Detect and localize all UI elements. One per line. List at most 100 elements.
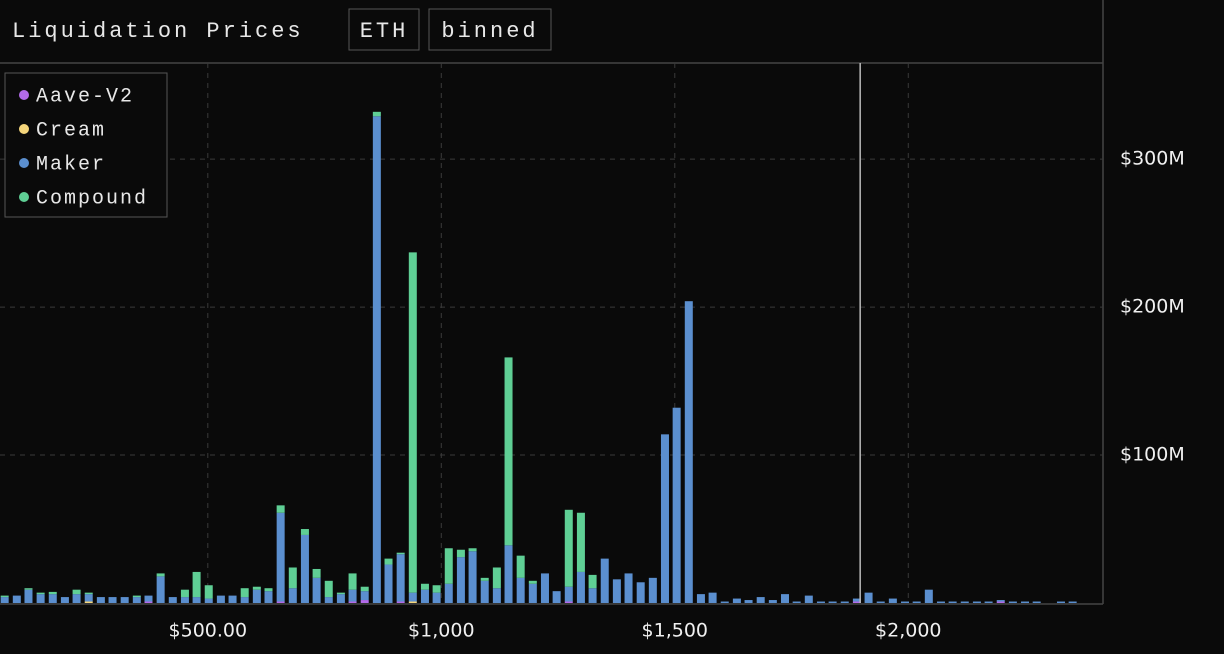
bar-segment bbox=[240, 588, 249, 598]
bar-segment bbox=[456, 557, 465, 603]
bar-segment bbox=[1008, 601, 1017, 603]
bar-segment bbox=[84, 592, 93, 595]
bar-segment bbox=[828, 601, 837, 603]
bar-segment bbox=[612, 579, 621, 603]
bar-segment bbox=[204, 585, 213, 599]
bar-segment bbox=[984, 601, 993, 603]
legend-box bbox=[4, 72, 168, 218]
bar-segment bbox=[540, 573, 549, 603]
bar-segment bbox=[252, 586, 261, 590]
bar-segment bbox=[72, 589, 81, 595]
legend-marker bbox=[19, 158, 29, 168]
bar-segment bbox=[888, 598, 897, 603]
bar-segment bbox=[264, 591, 273, 603]
bar-segment bbox=[192, 571, 201, 598]
bar-segment bbox=[348, 573, 357, 590]
bar-segment bbox=[396, 554, 405, 602]
bar-segment bbox=[312, 568, 321, 578]
bar-segment bbox=[528, 580, 537, 584]
bar-segment bbox=[108, 597, 117, 603]
button-binned[interactable] bbox=[428, 8, 552, 51]
bar-segment bbox=[48, 594, 57, 603]
bar-segment bbox=[480, 577, 489, 581]
bar-segment bbox=[36, 592, 45, 595]
bar-segment bbox=[564, 601, 573, 603]
bar-segment bbox=[396, 552, 405, 555]
bar-segment bbox=[624, 573, 633, 603]
bar-segment bbox=[408, 592, 417, 602]
bar-segment bbox=[360, 600, 369, 603]
bar-segment bbox=[792, 601, 801, 603]
bar-segment bbox=[120, 597, 129, 603]
bar-segment bbox=[132, 597, 141, 603]
legend-marker bbox=[19, 90, 29, 100]
bar-segment bbox=[576, 571, 585, 603]
bar-segment bbox=[552, 591, 561, 603]
bar-segment bbox=[228, 595, 237, 603]
bar-segment bbox=[996, 600, 1005, 602]
bar-segment bbox=[1068, 601, 1077, 603]
x-tick-label: $1,500 bbox=[642, 620, 708, 642]
bar-segment bbox=[972, 601, 981, 603]
bar-segment bbox=[432, 592, 441, 603]
bar-segment bbox=[636, 582, 645, 603]
bar-segment bbox=[84, 601, 93, 603]
bar-segment bbox=[444, 548, 453, 584]
bar-segment bbox=[480, 580, 489, 603]
bar-segment bbox=[648, 577, 657, 603]
bar-segment bbox=[396, 601, 405, 603]
bar-segment bbox=[156, 576, 165, 603]
button-label[interactable]: binned bbox=[441, 19, 538, 44]
bar-segment bbox=[420, 583, 429, 590]
x-tick-label: $2,000 bbox=[875, 620, 941, 642]
title: Liquidation Prices bbox=[12, 19, 304, 44]
bar-segment bbox=[876, 601, 885, 603]
bar-segment bbox=[468, 548, 477, 552]
legend-label: Cream bbox=[36, 119, 106, 142]
bar-segment bbox=[852, 601, 861, 603]
bar-segment bbox=[168, 597, 177, 603]
bar-segment bbox=[696, 594, 705, 603]
bar-segment bbox=[948, 601, 957, 603]
bar-segment bbox=[684, 301, 693, 603]
bar-segment bbox=[348, 589, 357, 602]
bar-segment bbox=[1021, 601, 1030, 603]
bar-segment bbox=[252, 589, 261, 603]
bar-segment bbox=[24, 588, 33, 590]
bar-segment bbox=[324, 597, 333, 603]
bar-segment bbox=[600, 558, 609, 603]
bar-segment bbox=[372, 111, 381, 117]
bar-segment bbox=[816, 601, 825, 603]
button-label[interactable]: ETH bbox=[360, 19, 409, 44]
legend-marker bbox=[19, 124, 29, 134]
bar-segment bbox=[432, 585, 441, 593]
bar-segment bbox=[72, 594, 81, 603]
bar-segment bbox=[300, 534, 309, 603]
bar-segment bbox=[492, 588, 501, 603]
bar-segment bbox=[12, 595, 21, 603]
bar-segment bbox=[588, 574, 597, 589]
y-tick-label: $300M bbox=[1120, 148, 1185, 170]
bar-segment bbox=[901, 601, 910, 603]
bar-segment bbox=[204, 598, 213, 603]
bar-segment bbox=[300, 529, 309, 535]
bar-segment bbox=[336, 594, 345, 603]
bar-segment bbox=[660, 434, 669, 603]
bar-segment bbox=[384, 558, 393, 565]
bar-segment bbox=[744, 600, 753, 603]
bar-segment bbox=[408, 252, 417, 593]
bar-segment bbox=[780, 594, 789, 603]
bar-segment bbox=[180, 589, 189, 598]
bar-segment bbox=[768, 600, 777, 603]
bar-segment bbox=[720, 601, 729, 603]
bar-segment bbox=[216, 595, 225, 603]
bar-segment bbox=[288, 567, 297, 589]
bar-segment bbox=[408, 601, 417, 603]
bar-segment bbox=[864, 592, 873, 603]
bar-segment bbox=[276, 505, 285, 513]
bar-segment bbox=[756, 597, 765, 603]
bar-segment bbox=[528, 583, 537, 603]
button-eth[interactable] bbox=[348, 8, 420, 51]
